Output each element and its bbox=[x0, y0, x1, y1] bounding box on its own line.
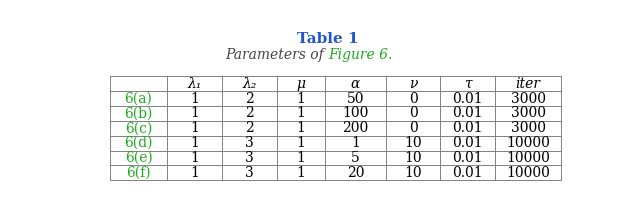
Text: 1: 1 bbox=[190, 166, 199, 180]
Text: 0.01: 0.01 bbox=[452, 92, 483, 105]
Text: 1: 1 bbox=[296, 121, 305, 135]
Text: 3: 3 bbox=[245, 136, 253, 150]
Text: 20: 20 bbox=[347, 166, 364, 180]
Text: 1: 1 bbox=[190, 121, 199, 135]
Text: λ₂: λ₂ bbox=[242, 77, 257, 91]
Text: 100: 100 bbox=[342, 106, 369, 120]
Text: 3: 3 bbox=[245, 151, 253, 165]
Text: 3000: 3000 bbox=[511, 92, 545, 105]
Text: 0.01: 0.01 bbox=[452, 121, 483, 135]
Text: 1: 1 bbox=[296, 92, 305, 105]
Text: 0.01: 0.01 bbox=[452, 166, 483, 180]
Text: 3000: 3000 bbox=[511, 106, 545, 120]
Text: 1: 1 bbox=[190, 151, 199, 165]
Text: 0: 0 bbox=[409, 121, 417, 135]
Text: 2: 2 bbox=[245, 106, 253, 120]
Text: 10000: 10000 bbox=[506, 151, 550, 165]
Text: 10: 10 bbox=[404, 136, 422, 150]
Text: 6(a): 6(a) bbox=[125, 92, 152, 105]
Text: 0: 0 bbox=[409, 92, 417, 105]
Text: λ₁: λ₁ bbox=[188, 77, 202, 91]
Text: 1: 1 bbox=[296, 151, 305, 165]
Text: 6(f): 6(f) bbox=[126, 166, 151, 180]
Text: 2: 2 bbox=[245, 121, 253, 135]
Text: Table 1: Table 1 bbox=[297, 32, 359, 46]
Text: 10000: 10000 bbox=[506, 166, 550, 180]
Text: 6(b): 6(b) bbox=[124, 106, 153, 120]
Text: 1: 1 bbox=[296, 136, 305, 150]
Text: 6(e): 6(e) bbox=[125, 151, 152, 165]
Text: 10: 10 bbox=[404, 151, 422, 165]
Text: 6(c): 6(c) bbox=[125, 121, 152, 135]
Text: 1: 1 bbox=[190, 92, 199, 105]
Text: 0.01: 0.01 bbox=[452, 136, 483, 150]
Text: 5: 5 bbox=[351, 151, 360, 165]
Text: 0.01: 0.01 bbox=[452, 106, 483, 120]
Text: 10: 10 bbox=[404, 166, 422, 180]
Text: iter: iter bbox=[516, 77, 541, 91]
Text: 2: 2 bbox=[245, 92, 253, 105]
Text: 3: 3 bbox=[245, 166, 253, 180]
Text: 1: 1 bbox=[351, 136, 360, 150]
Text: 200: 200 bbox=[342, 121, 369, 135]
Text: 1: 1 bbox=[190, 136, 199, 150]
Text: α: α bbox=[351, 77, 360, 91]
Text: 1: 1 bbox=[190, 106, 199, 120]
Text: μ: μ bbox=[296, 77, 305, 91]
Text: 0.01: 0.01 bbox=[452, 151, 483, 165]
Text: 3000: 3000 bbox=[511, 121, 545, 135]
Text: 0: 0 bbox=[409, 106, 417, 120]
Text: 6(d): 6(d) bbox=[124, 136, 153, 150]
Text: Figure 6.: Figure 6. bbox=[328, 48, 392, 62]
Text: 1: 1 bbox=[296, 166, 305, 180]
Text: 10000: 10000 bbox=[506, 136, 550, 150]
Text: Parameters of: Parameters of bbox=[225, 48, 328, 62]
Text: τ: τ bbox=[464, 77, 472, 91]
Text: ν: ν bbox=[409, 77, 417, 91]
Text: 1: 1 bbox=[296, 106, 305, 120]
Text: 50: 50 bbox=[347, 92, 364, 105]
